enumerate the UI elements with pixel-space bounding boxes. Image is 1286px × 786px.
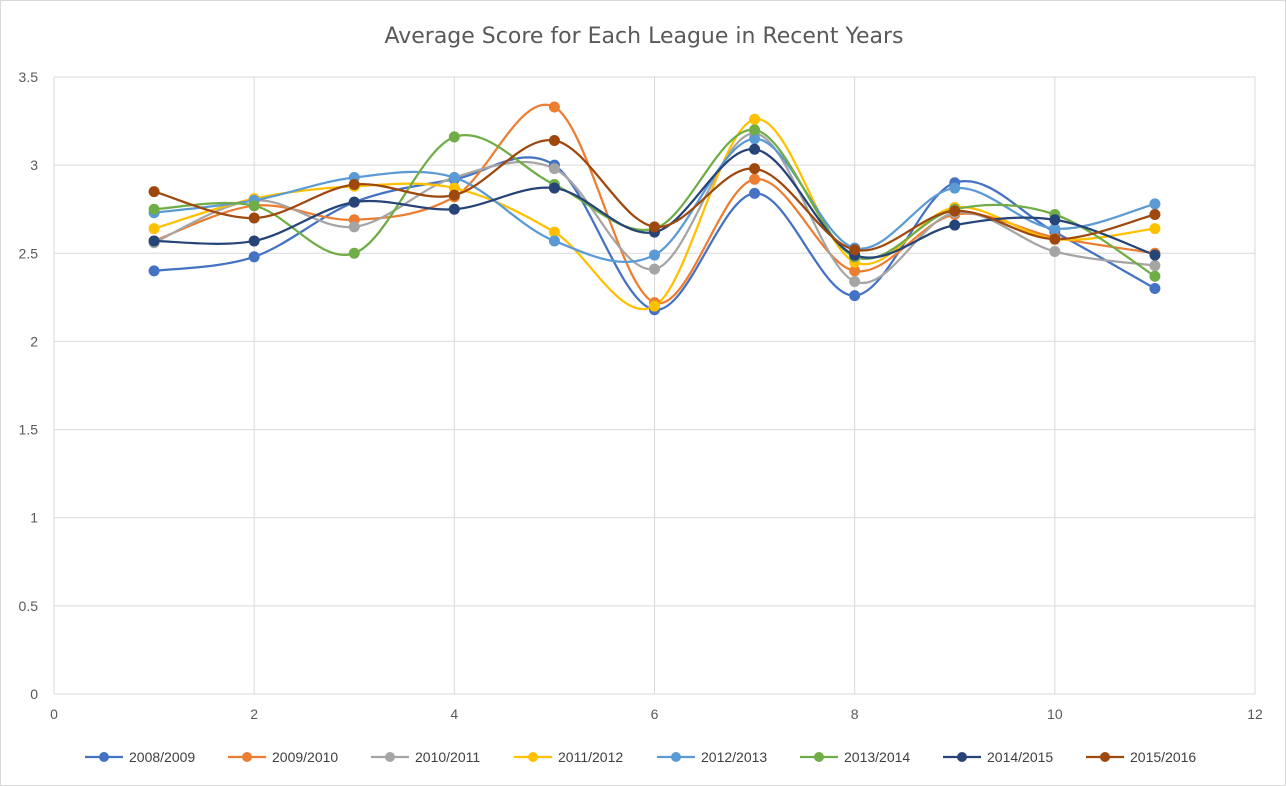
data-point-2009-2010 <box>749 173 761 185</box>
data-point-2014-2015 <box>248 235 260 247</box>
data-point-2008-2009 <box>749 187 761 199</box>
data-point-2014-2015 <box>1049 214 1061 226</box>
data-point-2012-2013 <box>649 249 660 261</box>
data-point-2011-2012 <box>649 300 660 312</box>
data-point-2015-2016 <box>749 163 761 175</box>
data-point-2015-2016 <box>248 212 260 224</box>
legend-marker <box>671 752 681 762</box>
data-point-2015-2016 <box>148 186 160 198</box>
y-tick-label: 3 <box>30 157 38 173</box>
legend-label: 2010/2011 <box>415 749 480 765</box>
legend-marker <box>1100 752 1110 762</box>
x-tick-label: 0 <box>50 706 58 722</box>
y-tick-label: 3.5 <box>19 69 39 85</box>
data-point-2015-2016 <box>448 189 460 201</box>
data-point-2014-2015 <box>1149 249 1161 261</box>
axis-tick-labels: 0 0.5 1 1.5 2 2.5 3 3.5 0 2 4 6 8 10 12 <box>19 69 1263 722</box>
x-tick-label: 2 <box>250 706 258 722</box>
y-tick-label: 2.5 <box>19 245 39 261</box>
legend-marker <box>528 752 538 762</box>
legend-item: 2014/2015 <box>943 749 1053 765</box>
legend-marker <box>957 752 967 762</box>
data-point-2012-2013 <box>1149 198 1161 210</box>
data-point-2015-2016 <box>949 205 961 217</box>
data-point-2014-2015 <box>749 143 761 155</box>
data-point-2011-2012 <box>1149 223 1161 235</box>
data-point-2008-2009 <box>148 265 160 277</box>
y-tick-label: 0.5 <box>19 598 39 614</box>
data-point-2012-2013 <box>548 235 560 247</box>
data-point-2013-2014 <box>448 131 460 143</box>
data-point-2011-2012 <box>148 223 160 235</box>
gridlines <box>53 76 1256 695</box>
legend-label: 2014/2015 <box>987 749 1053 765</box>
x-tick-label: 4 <box>450 706 458 722</box>
data-point-2014-2015 <box>448 203 460 215</box>
legend-item: 2009/2010 <box>228 749 338 765</box>
data-point-2015-2016 <box>849 244 861 256</box>
data-point-2014-2015 <box>148 235 160 247</box>
legend-item: 2015/2016 <box>1086 749 1196 765</box>
data-point-2015-2016 <box>548 134 560 146</box>
legend-label: 2008/2009 <box>129 749 195 765</box>
legend-label: 2013/2014 <box>844 749 910 765</box>
legend-label: 2011/2012 <box>558 749 623 765</box>
legend-marker <box>814 752 824 762</box>
data-point-2010-2011 <box>1149 260 1161 272</box>
legend-label: 2015/2016 <box>1130 749 1196 765</box>
data-point-2011-2012 <box>749 113 761 125</box>
series-points <box>148 101 1161 316</box>
data-point-2010-2011 <box>1049 246 1061 258</box>
data-point-2015-2016 <box>1049 233 1061 245</box>
legend-marker <box>385 752 395 762</box>
y-tick-label: 1 <box>30 510 38 526</box>
data-point-2014-2015 <box>548 182 560 194</box>
data-point-2010-2011 <box>849 275 861 287</box>
data-point-2012-2013 <box>949 182 961 194</box>
x-tick-label: 6 <box>651 706 659 722</box>
data-point-2008-2009 <box>248 251 260 263</box>
data-point-2013-2014 <box>348 247 360 259</box>
y-tick-label: 1.5 <box>19 422 39 438</box>
x-tick-label: 8 <box>851 706 859 722</box>
data-point-2014-2015 <box>348 196 360 208</box>
legend-item: 2013/2014 <box>800 749 910 765</box>
legend-item: 2008/2009 <box>85 749 195 765</box>
data-point-2012-2013 <box>448 171 460 183</box>
legend-item: 2011/2012 <box>514 749 623 765</box>
data-point-2013-2014 <box>1149 270 1161 282</box>
data-point-2015-2016 <box>1149 209 1161 221</box>
y-tick-label: 2 <box>30 333 38 349</box>
data-point-2010-2011 <box>649 263 660 275</box>
data-point-2014-2015 <box>949 219 961 231</box>
data-point-2013-2014 <box>148 203 160 215</box>
data-point-2015-2016 <box>348 179 360 191</box>
x-tick-label: 10 <box>1047 706 1063 722</box>
x-tick-label: 12 <box>1247 706 1263 722</box>
chart-title: Average Score for Each League in Recent … <box>384 24 903 49</box>
legend-label: 2009/2010 <box>272 749 338 765</box>
legend: 2008/2009 2009/2010 2010/2011 2011/2012 2012… <box>85 749 1196 765</box>
legend-marker <box>242 752 252 762</box>
legend-item: 2012/2013 <box>657 749 767 765</box>
legend-label: 2012/2013 <box>701 749 767 765</box>
y-tick-label: 0 <box>30 686 38 702</box>
data-point-2010-2011 <box>348 221 360 233</box>
data-point-2013-2014 <box>248 200 260 212</box>
series-line-2012-2013 <box>153 137 1156 264</box>
data-point-2009-2010 <box>548 101 560 113</box>
data-point-2015-2016 <box>649 221 660 233</box>
legend-marker <box>99 752 109 762</box>
legend-item: 2010/2011 <box>371 749 480 765</box>
data-point-2010-2011 <box>548 163 560 175</box>
data-point-2008-2009 <box>849 290 861 302</box>
series-line-2008-2009 <box>153 156 1156 311</box>
data-point-2013-2014 <box>749 124 761 136</box>
data-point-2008-2009 <box>1149 283 1161 295</box>
